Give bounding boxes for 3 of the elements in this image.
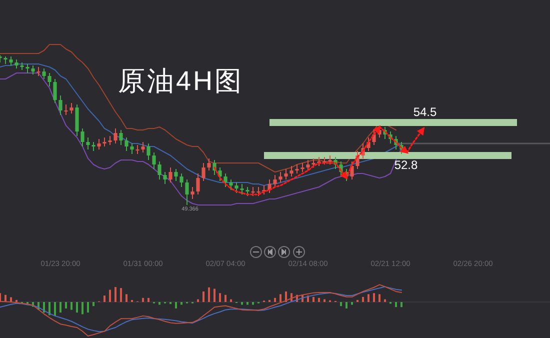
chart-title: 原油4H图 <box>118 66 244 96</box>
annotation: 54.5 <box>413 105 437 120</box>
annotation: 52.8 <box>394 158 418 172</box>
